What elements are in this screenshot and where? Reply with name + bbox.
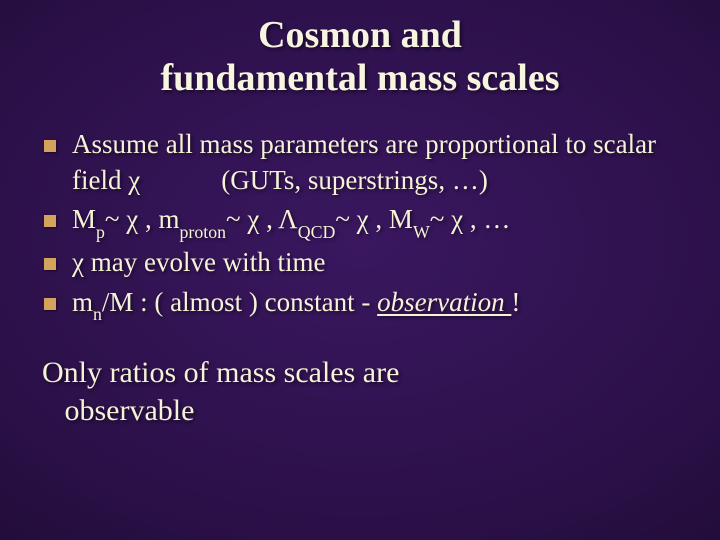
b2-sub-w: W <box>413 222 430 242</box>
conclusion-line-1: Only ratios of mass scales are <box>42 356 399 389</box>
b4-b: /M : ( almost ) constant - <box>102 287 377 317</box>
slide-title: Cosmon and fundamental mass scales <box>40 14 680 99</box>
b2-t1: ~ χ , m <box>105 204 180 234</box>
b2-sub-qcd: QCD <box>298 222 336 242</box>
b4-c: ! <box>511 287 520 317</box>
b4-sub-n: n <box>93 304 102 324</box>
bullet-list: Assume all mass parameters are proportio… <box>40 127 680 324</box>
bullet-1-text-b: (GUTs, superstrings, …) <box>221 165 488 195</box>
bullet-item-3: χ may evolve with time <box>40 245 680 281</box>
b2-sub-proton: proton <box>180 222 227 242</box>
title-line-2: fundamental mass scales <box>160 57 559 99</box>
conclusion: Only ratios of mass scales are observabl… <box>40 354 680 431</box>
b2-t3: ~ χ , M <box>335 204 413 234</box>
slide: Cosmon and fundamental mass scales Assum… <box>0 0 720 540</box>
b2-t4: ~ χ , … <box>430 204 511 234</box>
title-line-1: Cosmon and <box>258 14 462 56</box>
bullet-item-4: mn/M : ( almost ) constant - observation… <box>40 285 680 324</box>
b3-text: χ may evolve with time <box>72 247 325 277</box>
b2-sub-p: p <box>96 222 105 242</box>
b4-a: m <box>72 287 93 317</box>
conclusion-line-2: observable <box>65 394 195 427</box>
b4-observation: observation <box>377 287 511 317</box>
b2-t2: ~ χ , Λ <box>226 204 298 234</box>
b2-Mp: M <box>72 204 96 234</box>
bullet-item-1: Assume all mass parameters are proportio… <box>40 127 680 198</box>
bullet-item-2: Mp~ χ , mproton~ χ , ΛQCD~ χ , MW~ χ , … <box>40 202 680 241</box>
